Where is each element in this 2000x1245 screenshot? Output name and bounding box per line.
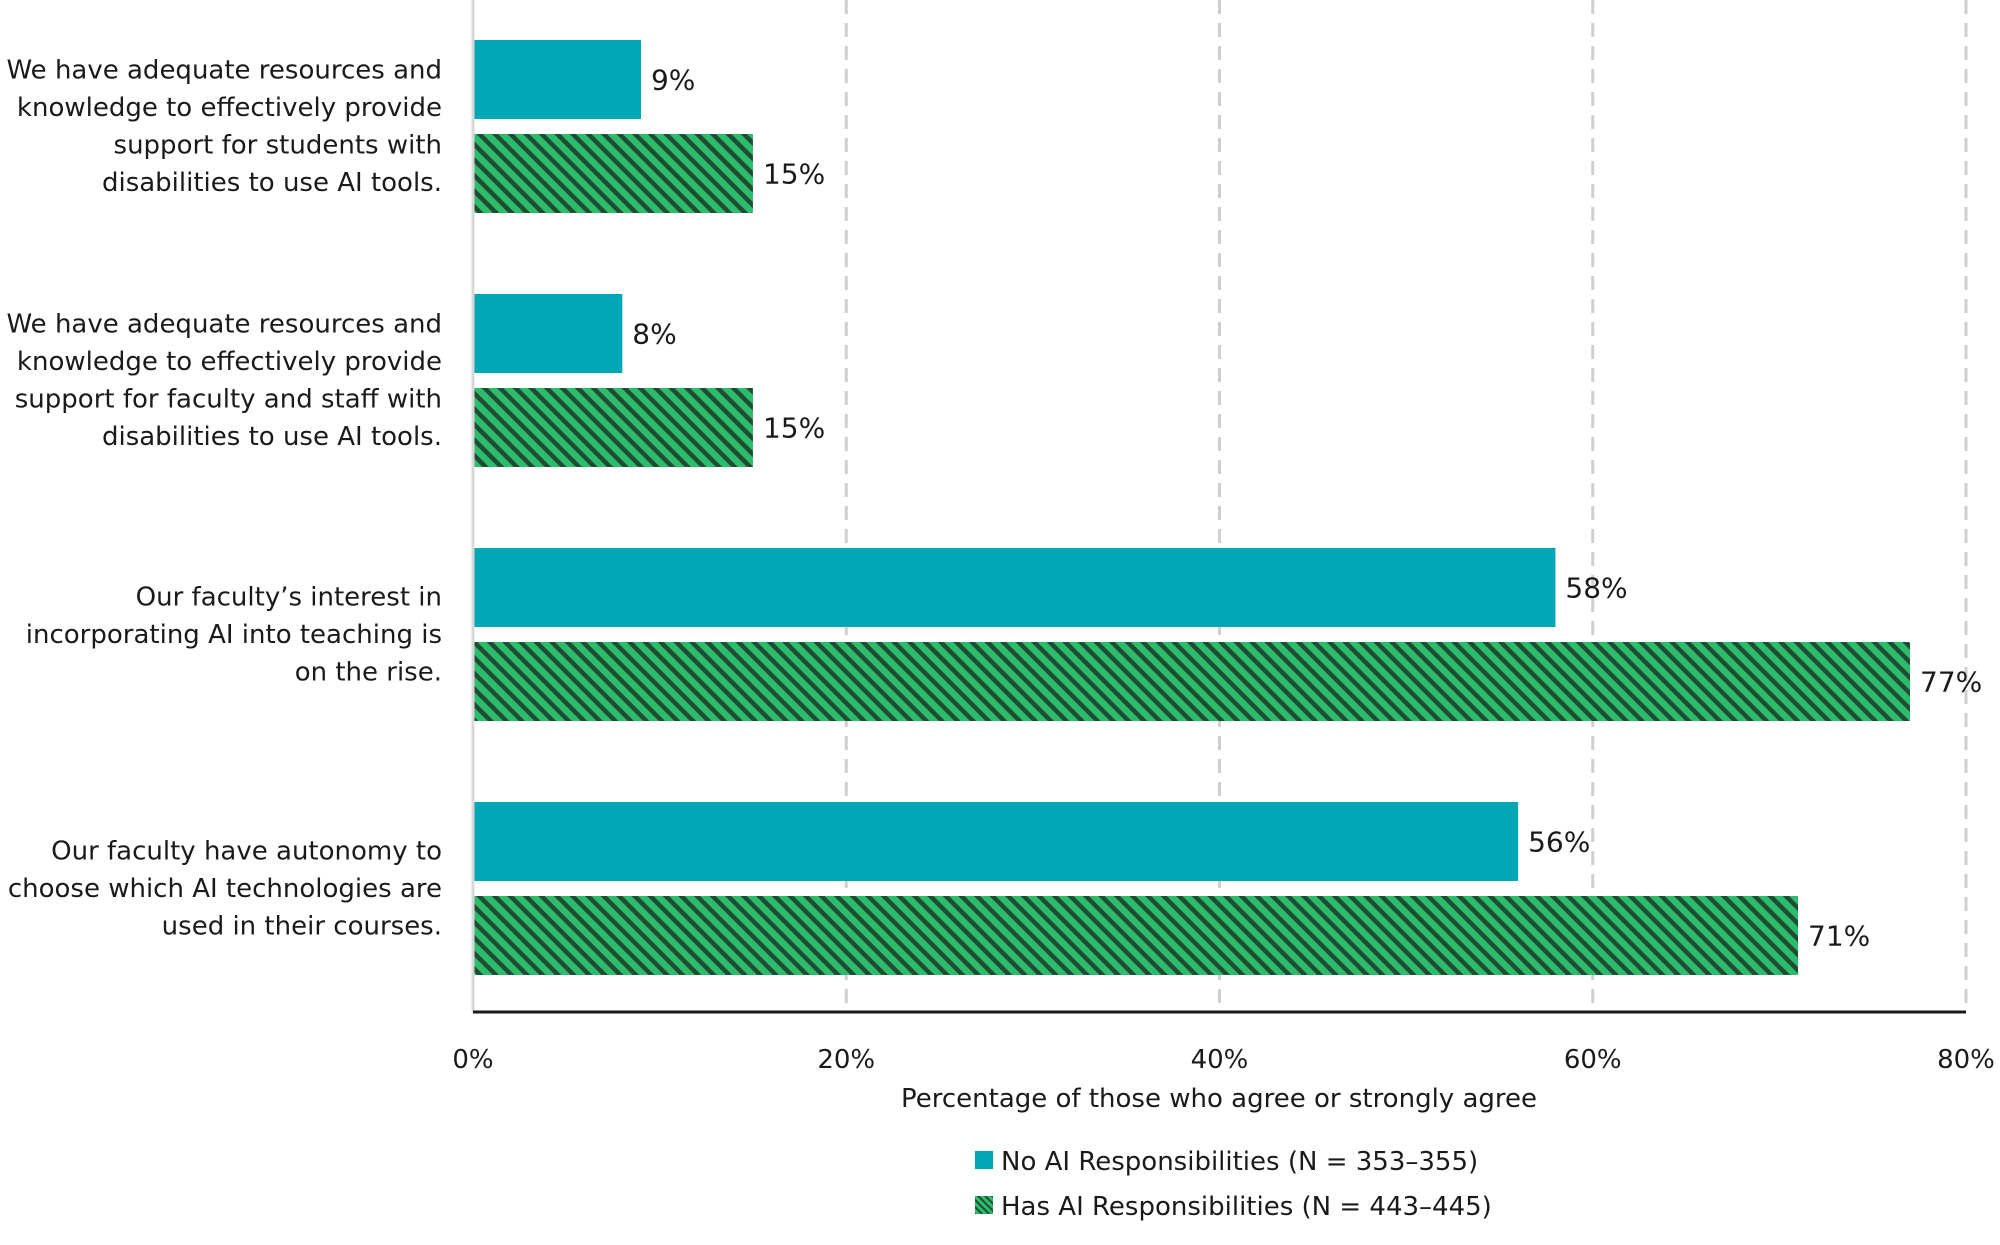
data-label: 8% — [632, 318, 676, 351]
data-label: 77% — [1920, 666, 1982, 699]
bar-has-ai-responsibilities — [473, 388, 753, 467]
category-label-line: knowledge to effectively provide — [17, 93, 442, 123]
bar-no-ai-responsibilities — [473, 548, 1556, 627]
category-label-line: used in their courses. — [162, 911, 442, 941]
x-axis-title: Percentage of those who agree or strongl… — [901, 1084, 1537, 1114]
bar-has-ai-responsibilities — [473, 134, 753, 213]
bar-no-ai-responsibilities — [473, 802, 1519, 881]
category-label-line: Our faculty have autonomy to — [51, 836, 442, 866]
category-label-line: We have adequate resources and — [7, 56, 443, 86]
bars: 9% 15% 8% 15% 58% 77% 56% 71% — [473, 40, 1982, 975]
bar-has-ai-responsibilities — [473, 642, 1911, 721]
data-label: 58% — [1565, 572, 1627, 605]
legend-swatch — [975, 1151, 993, 1169]
category-label: We have adequate resources and knowledge … — [7, 310, 443, 453]
category-label-line: support for students with — [114, 131, 442, 161]
x-tick-label: 0% — [452, 1045, 493, 1075]
category-label-line: on the rise. — [295, 657, 442, 687]
legend-swatch — [975, 1196, 993, 1214]
x-tick-label: 80% — [1937, 1045, 1995, 1075]
category-label-line: incorporating AI into teaching is — [26, 620, 442, 650]
category-label: Our faculty have autonomy to choose which… — [8, 836, 442, 941]
x-tick-label: 20% — [817, 1045, 875, 1075]
category-label-line: We have adequate resources and — [7, 310, 443, 340]
data-label: 9% — [651, 64, 695, 97]
x-tick-label: 60% — [1564, 1045, 1622, 1075]
legend-label: Has AI Responsibilities (N = 443–445) — [1001, 1192, 1492, 1222]
category-label-line: disabilities to use AI tools. — [102, 168, 442, 198]
category-label-line: support for faculty and staff with — [15, 385, 442, 415]
data-label: 15% — [763, 412, 825, 445]
category-label: Our faculty’s interest in incorporating A… — [26, 582, 442, 687]
data-label: 15% — [763, 158, 825, 191]
bar-no-ai-responsibilities — [473, 40, 641, 119]
category-label-line: Our faculty’s interest in — [136, 582, 442, 612]
category-label: We have adequate resources and knowledge … — [7, 56, 443, 199]
category-label-line: knowledge to effectively provide — [17, 347, 442, 377]
bar-has-ai-responsibilities — [473, 896, 1799, 975]
data-label: 71% — [1808, 920, 1870, 953]
legend-label: No AI Responsibilities (N = 353–355) — [1001, 1147, 1478, 1177]
legend: No AI Responsibilities (N = 353–355) Has … — [975, 1147, 1492, 1222]
axes: 0% 20% 40% 60% 80% — [452, 0, 1995, 1075]
category-labels: We have adequate resources and knowledge … — [7, 56, 443, 942]
bar-no-ai-responsibilities — [473, 294, 623, 373]
gridlines — [844, 0, 1968, 1012]
data-label: 56% — [1528, 826, 1590, 859]
category-label-line: disabilities to use AI tools. — [102, 422, 442, 452]
x-tick-label: 40% — [1191, 1045, 1249, 1075]
category-label-line: choose which AI technologies are — [8, 874, 442, 904]
